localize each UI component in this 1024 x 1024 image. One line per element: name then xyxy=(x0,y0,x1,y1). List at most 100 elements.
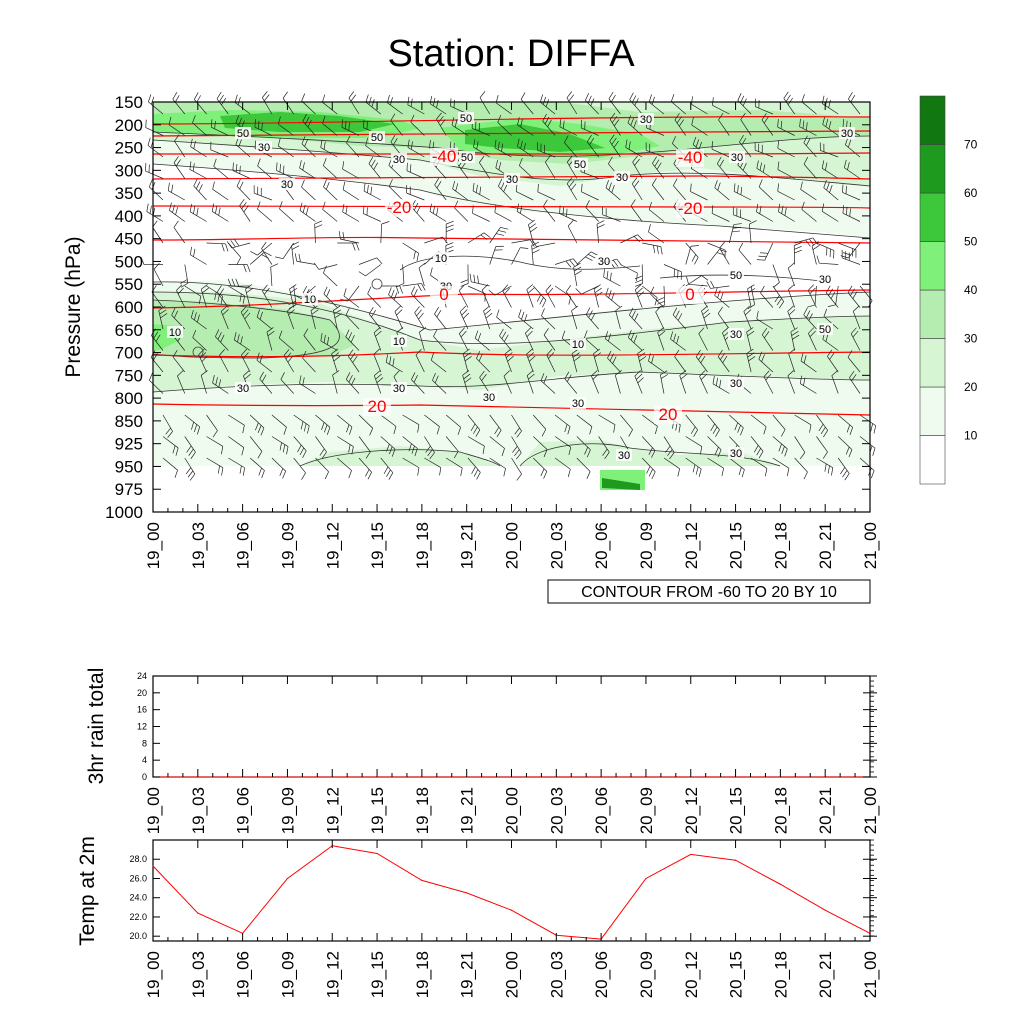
wind-barb-flag xyxy=(333,355,341,362)
wind-barb-flag xyxy=(342,231,345,240)
wind-barb-flag xyxy=(416,253,419,262)
wind-barb-staff xyxy=(632,161,643,179)
wind-barb-flag xyxy=(254,119,256,128)
wind-barb-staff xyxy=(554,258,574,265)
wind-barb-staff xyxy=(271,414,287,428)
wind-barb-staff xyxy=(620,264,638,274)
wind-barb-staff xyxy=(302,357,316,373)
wspd-contour-line xyxy=(299,449,501,467)
wind-barb-flag xyxy=(436,112,442,120)
wind-barb-flag xyxy=(322,158,327,166)
wind-barb-flag xyxy=(678,424,681,433)
wind-barb-staff xyxy=(365,145,382,158)
wind-barb-staff xyxy=(380,457,394,473)
wind-barb-flag xyxy=(294,294,302,299)
wind-barb-flag xyxy=(700,355,706,364)
wind-speed-label-bg xyxy=(570,397,586,409)
wind-barb-flag xyxy=(686,276,689,285)
wind-barb-staff xyxy=(822,339,839,351)
colorbar-box xyxy=(919,289,946,339)
wind-barb-staff xyxy=(499,335,512,351)
wind-barb-flag xyxy=(542,199,548,207)
rain-time-axis: 19_00 19_03 19_06 19_09 19_12 19_15 19_18 19_21… xyxy=(144,676,880,834)
wind-barb-flag xyxy=(147,137,151,146)
wind-barb-flag xyxy=(270,263,279,268)
wind-barb-flag xyxy=(261,374,267,383)
wind-barb-staff xyxy=(149,380,164,394)
wind-barb-flag xyxy=(527,287,535,294)
wind-barb-staff xyxy=(849,377,861,394)
time-tick-label: 19_06 xyxy=(234,787,253,834)
pressure-tick-label: 600 xyxy=(115,298,143,317)
wind-barb-flag xyxy=(261,470,265,479)
wind-barb-flag xyxy=(413,251,416,260)
wind-barb-staff xyxy=(746,353,752,373)
wind-barb-staff xyxy=(576,457,591,472)
wind-barb-flag xyxy=(741,469,745,478)
wind-barb-flag xyxy=(714,287,718,296)
wind-barb-staff xyxy=(750,414,767,427)
wind-barb-flag xyxy=(748,356,756,362)
wind-barb-flag xyxy=(175,447,179,456)
wind-barb-flag xyxy=(756,448,761,456)
wind-barb-staff xyxy=(212,189,229,201)
wind-barb-flag xyxy=(574,266,582,272)
wind-barb-flag xyxy=(571,305,579,312)
wind-barb-staff xyxy=(283,355,294,373)
time-tick-label: 19_09 xyxy=(278,951,297,998)
wind-barb-flag xyxy=(196,95,201,103)
wind-barb-staff xyxy=(783,98,795,115)
wind-barb-flag xyxy=(145,119,147,128)
wind-barb-flag xyxy=(715,429,720,437)
temp-point xyxy=(734,859,737,861)
wind-barb-flag xyxy=(188,448,194,456)
wind-barb-flag xyxy=(150,96,155,105)
wind-barb-flag xyxy=(690,96,694,105)
wind-speed-label: 10 xyxy=(169,327,181,339)
wind-barb-flag xyxy=(485,312,493,319)
wind-barb-flag xyxy=(651,471,656,480)
wind-barb-staff xyxy=(699,376,708,394)
wind-barb-flag xyxy=(586,471,591,479)
wind-barb-flag xyxy=(472,182,475,191)
wind-barb-flag xyxy=(695,139,700,148)
time-tick-label: 20_12 xyxy=(682,951,701,998)
wind-barb-flag xyxy=(218,207,221,216)
wind-barb-flag xyxy=(612,259,619,267)
wind-barb-staff xyxy=(559,126,578,136)
wind-barb-flag xyxy=(348,122,350,131)
wind-barb-flag xyxy=(410,98,413,107)
wind-barb-flag xyxy=(201,355,208,362)
wind-barb-flag xyxy=(803,355,807,364)
wind-barb-flag xyxy=(526,330,533,337)
wind-barb-flag xyxy=(411,445,415,454)
wind-barb-staff xyxy=(593,288,599,308)
wind-barb-staff xyxy=(215,336,229,351)
temperature-label: 0 xyxy=(685,285,694,304)
wind-speed-label: 10 xyxy=(304,294,316,306)
wind-barb-flag xyxy=(348,444,351,453)
wind-barb-flag xyxy=(627,115,632,124)
wind-barb-flag xyxy=(263,94,270,102)
wind-barb-staff xyxy=(603,276,621,287)
wind-barb-staff xyxy=(573,267,578,287)
wind-barb-flag xyxy=(326,427,331,435)
wind-barb-flag xyxy=(242,309,249,316)
wind-barb-staff xyxy=(472,190,490,201)
wind-barb-flag xyxy=(848,449,853,458)
wind-barb-flag xyxy=(809,287,816,295)
pressure-tick-label: 200 xyxy=(115,116,143,135)
wind-barb-flag xyxy=(494,426,500,435)
wind-barb-flag xyxy=(536,294,542,302)
wind-barb-flag xyxy=(472,205,474,214)
wind-barb-flag xyxy=(476,472,481,480)
wind-barb-flag xyxy=(432,372,436,381)
wind-barb-staff xyxy=(747,288,752,308)
wind-barb-staff xyxy=(541,315,556,330)
wind-barb-flag xyxy=(539,94,544,103)
wind-barb-flag xyxy=(370,159,376,167)
wind-barb-staff xyxy=(739,141,752,158)
wind-barb-flag xyxy=(255,422,259,431)
wind-barb-staff xyxy=(542,120,556,136)
wind-barb-staff xyxy=(286,311,295,330)
